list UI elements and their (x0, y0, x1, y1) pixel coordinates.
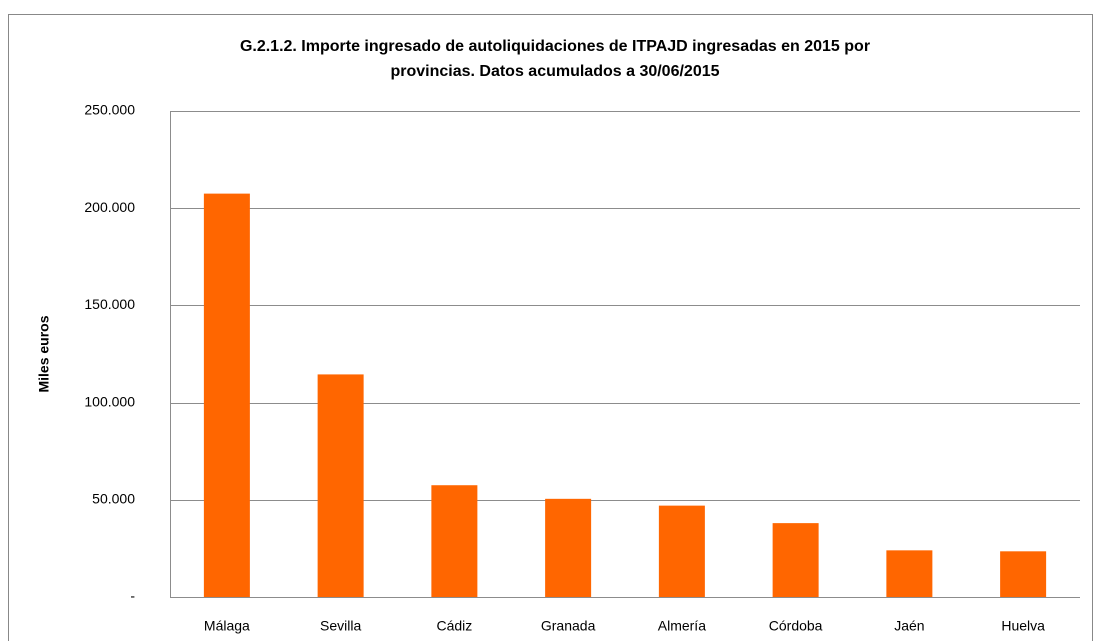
chart-title: G.2.1.2. Importe ingresado de autoliquid… (240, 38, 870, 55)
y-tick-label: 50.000 (92, 491, 135, 507)
bar (658, 505, 705, 597)
bar (886, 550, 933, 597)
bar (203, 193, 250, 597)
bar (545, 498, 592, 597)
x-tick-label: Granada (541, 618, 596, 634)
y-tick-label: 250.000 (84, 102, 135, 118)
bar (1000, 551, 1047, 597)
bar (772, 523, 819, 597)
y-axis-label: Miles euros (36, 315, 52, 392)
x-tick-label: Cádiz (436, 618, 472, 634)
x-tick-label: Almería (658, 618, 706, 634)
bar (317, 374, 364, 597)
chart-title: provincias. Datos acumulados a 30/06/201… (390, 63, 719, 80)
bar (431, 485, 478, 597)
x-tick-label: Jaén (894, 618, 924, 634)
y-tick-label: 100.000 (84, 393, 135, 409)
x-tick-label: Málaga (204, 618, 250, 634)
x-tick-label: Córdoba (769, 618, 823, 634)
y-tick-label: - (130, 588, 135, 604)
x-tick-label: Huelva (1001, 618, 1045, 634)
y-tick-label: 200.000 (84, 199, 135, 215)
y-tick-label: 150.000 (84, 296, 135, 312)
x-tick-label: Sevilla (320, 618, 361, 634)
